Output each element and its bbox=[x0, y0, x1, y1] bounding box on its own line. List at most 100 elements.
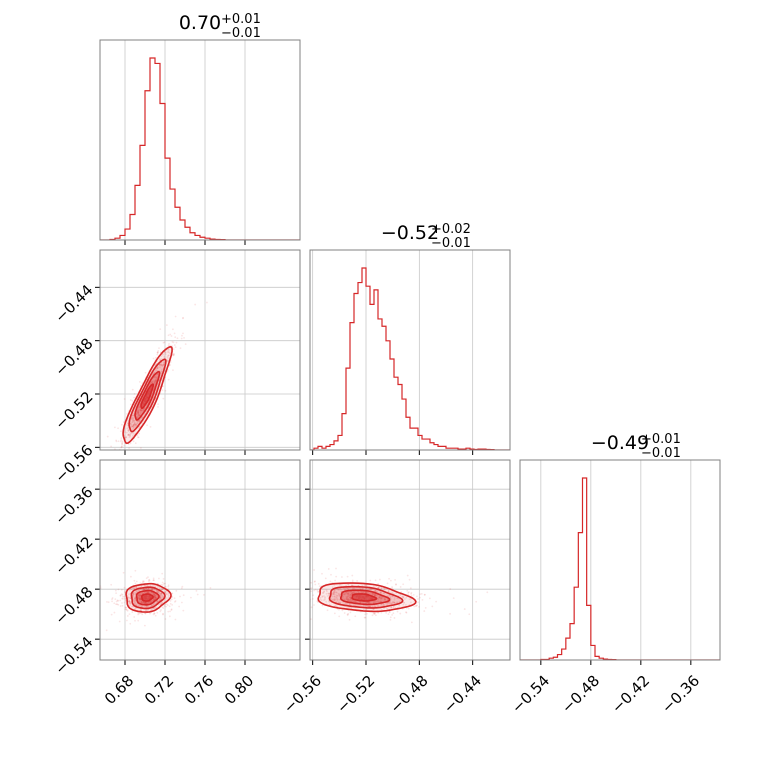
sample-point bbox=[115, 440, 118, 443]
sample-point bbox=[349, 593, 352, 596]
sample-point bbox=[373, 592, 375, 595]
sample-point bbox=[174, 346, 177, 349]
sample-point bbox=[144, 602, 147, 605]
sample-point bbox=[396, 610, 399, 613]
sample-point bbox=[106, 435, 109, 438]
sample-point bbox=[156, 600, 159, 603]
sample-point bbox=[435, 600, 438, 603]
sample-point bbox=[129, 622, 132, 625]
sample-point bbox=[131, 425, 134, 428]
sample-point bbox=[169, 361, 172, 364]
sample-point bbox=[163, 355, 166, 358]
sample-point bbox=[334, 579, 336, 582]
sample-point bbox=[170, 598, 173, 601]
sample-point bbox=[334, 604, 337, 607]
sample-point bbox=[140, 447, 142, 449]
sample-point bbox=[346, 597, 349, 600]
sample-point bbox=[317, 582, 320, 585]
sample-point bbox=[126, 422, 129, 425]
sample-point bbox=[408, 578, 411, 581]
sample-point bbox=[151, 599, 153, 602]
sample-point bbox=[166, 351, 169, 353]
sample-point bbox=[313, 589, 316, 592]
sample-point bbox=[114, 598, 117, 601]
sample-point bbox=[153, 382, 156, 385]
sample-point bbox=[132, 414, 134, 417]
sample-point bbox=[137, 410, 140, 413]
sample-point bbox=[174, 600, 177, 602]
sample-point bbox=[156, 353, 159, 356]
sample-point bbox=[128, 599, 131, 602]
sample-point bbox=[160, 592, 163, 595]
sample-point bbox=[391, 601, 394, 604]
sample-point bbox=[152, 593, 155, 596]
sample-point bbox=[160, 369, 163, 372]
sample-point bbox=[160, 363, 162, 366]
sample-point bbox=[142, 580, 144, 583]
sample-point bbox=[372, 608, 375, 611]
sample-point bbox=[163, 341, 166, 344]
sample-point bbox=[380, 596, 383, 599]
sample-point bbox=[330, 598, 333, 601]
sample-point bbox=[139, 593, 142, 596]
sample-point bbox=[106, 601, 108, 603]
sample-point bbox=[150, 591, 153, 594]
sample-point bbox=[147, 580, 150, 582]
sample-point bbox=[134, 423, 136, 425]
sample-point bbox=[347, 598, 349, 601]
sample-point bbox=[380, 611, 383, 614]
sample-point bbox=[139, 412, 142, 414]
sample-point bbox=[144, 601, 146, 604]
sample-point bbox=[160, 602, 163, 605]
sample-point bbox=[134, 600, 136, 602]
sample-point bbox=[377, 598, 380, 601]
sample-point bbox=[349, 599, 352, 602]
param-title: −0.52 bbox=[381, 222, 439, 244]
sample-point bbox=[420, 592, 423, 595]
sample-point bbox=[152, 584, 154, 587]
sample-point bbox=[138, 594, 140, 596]
sample-point bbox=[154, 594, 157, 597]
sample-point bbox=[137, 411, 140, 414]
sample-point bbox=[129, 424, 132, 427]
sample-point bbox=[358, 591, 361, 594]
x-tick-label: 0.80 bbox=[221, 672, 257, 708]
sample-point bbox=[183, 336, 185, 339]
sample-point bbox=[138, 612, 141, 615]
sample-point bbox=[374, 593, 377, 596]
sample-point bbox=[152, 372, 155, 375]
sample-point bbox=[405, 611, 408, 614]
sample-point bbox=[133, 599, 135, 602]
sample-point bbox=[138, 405, 141, 408]
sample-point bbox=[355, 591, 358, 594]
sample-point bbox=[155, 596, 157, 599]
sample-point bbox=[350, 592, 352, 595]
scatter-panel-0-1 bbox=[95, 249, 301, 455]
sample-point bbox=[136, 420, 139, 423]
sample-point bbox=[143, 407, 146, 410]
sample-point bbox=[350, 607, 353, 609]
sample-point bbox=[135, 423, 138, 426]
sample-point bbox=[139, 598, 142, 601]
sample-point bbox=[378, 596, 381, 599]
title-value: −0.52 bbox=[381, 222, 439, 244]
sample-point bbox=[407, 591, 410, 594]
sample-point bbox=[140, 592, 143, 595]
sample-point bbox=[158, 358, 161, 360]
sample-point bbox=[203, 594, 205, 596]
sample-point bbox=[164, 618, 167, 620]
sample-point bbox=[392, 601, 395, 604]
sample-point bbox=[415, 604, 418, 607]
sample-point bbox=[162, 363, 165, 366]
sample-point bbox=[352, 600, 355, 603]
sample-point bbox=[313, 604, 315, 606]
sample-point bbox=[131, 419, 134, 422]
sample-point bbox=[141, 605, 143, 607]
sample-point bbox=[345, 584, 348, 587]
sample-point bbox=[169, 602, 172, 605]
sample-point bbox=[402, 596, 404, 599]
panel-frame bbox=[99, 249, 301, 451]
sample-point bbox=[345, 591, 347, 594]
x-tick-label: −0.44 bbox=[440, 672, 485, 717]
sample-point bbox=[331, 595, 333, 598]
